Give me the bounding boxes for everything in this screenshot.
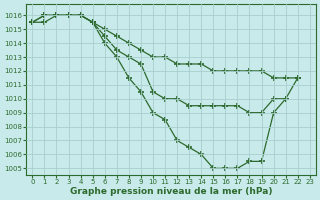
X-axis label: Graphe pression niveau de la mer (hPa): Graphe pression niveau de la mer (hPa)	[70, 187, 272, 196]
